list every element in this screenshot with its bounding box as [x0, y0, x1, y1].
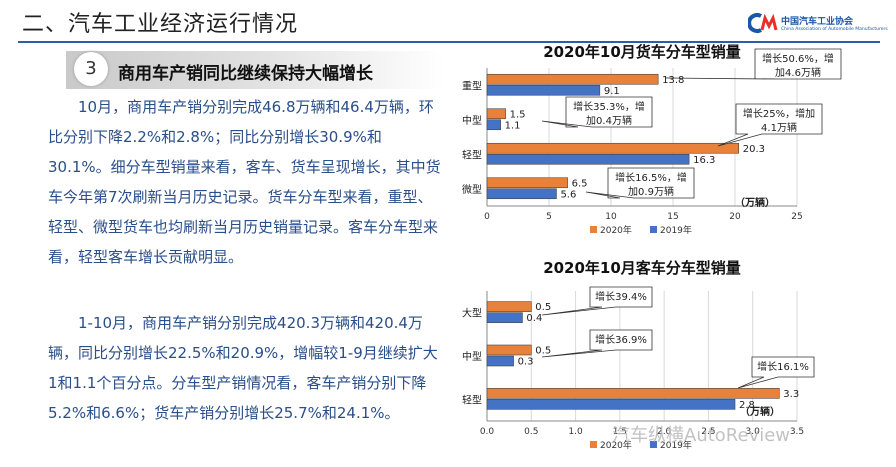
- x-tick-label: 2.5: [701, 427, 715, 437]
- bar-2020: [486, 177, 568, 189]
- data-label: 5.6: [560, 189, 576, 200]
- header-divider: [18, 41, 880, 43]
- data-label: 1.1: [505, 120, 521, 131]
- legend-label: 2020年: [600, 224, 632, 236]
- annotation-text: 加0.9万辆: [628, 185, 674, 198]
- bar-2020: [486, 301, 532, 312]
- bar-2020: [486, 344, 532, 356]
- category-label: 轻型: [462, 393, 482, 406]
- chart-title: 2020年10月客车分车型销量: [543, 259, 741, 277]
- unit-label: （万辆）: [740, 405, 780, 418]
- unit-label: （万辆）: [735, 196, 775, 209]
- paragraph-october-text: 10月，商用车产销分别完成46.8万辆和46.4万辆，环比分别下降2.2%和2.…: [48, 98, 441, 266]
- bar-2020: [486, 108, 506, 120]
- x-tick-label: 15: [667, 212, 678, 222]
- section-title: 商用车产销同比继续保持大幅增长: [118, 64, 373, 84]
- annotation-text: 加0.4万辆: [586, 114, 632, 127]
- category-label: 大型: [462, 307, 482, 320]
- bar-2019: [486, 312, 523, 323]
- category-label: 微型: [462, 183, 482, 196]
- x-tick-label: 10: [605, 212, 617, 222]
- x-tick-label: 1.5: [613, 427, 627, 437]
- data-label: 6.5: [572, 178, 588, 189]
- paragraph-ytd: 1-10月，商用车产销分别完成420.3万辆和420.4万辆，同比分别增长22.…: [48, 308, 444, 428]
- logo-name-cn: 中国汽车工业协会: [781, 17, 854, 27]
- legend-swatch-2019: [650, 441, 657, 448]
- data-label: 3.3: [783, 389, 799, 400]
- legend-swatch-2019: [650, 226, 657, 233]
- bar-2019: [486, 119, 501, 131]
- data-label: 0.5: [535, 302, 551, 313]
- paragraph-october: 10月，商用车产销分别完成46.8万辆和46.4万辆，环比分别下降2.2%和2.…: [48, 92, 444, 272]
- legend-label: 2020年: [600, 439, 632, 451]
- page-title: 二、汽车工业经济运行情况: [22, 12, 299, 37]
- truck-sales-chart: 2020年10月货车分车型销量 0 5 10 15 20 25 重型 13.8 9.1 中型 1.5 1…: [440, 40, 880, 254]
- bar-2020: [486, 73, 659, 85]
- bus-sales-chart-svg: 2020年10月客车分车型销量 0.0 0.5 1.0 1.5 2.0 2.5 3.0 3.5 大…: [462, 259, 815, 451]
- logo-name-en: China Association of Automobile Manufact…: [781, 27, 888, 32]
- data-label: 9.1: [604, 86, 620, 97]
- annotation-text: 增长36.9%: [595, 333, 647, 346]
- annotation-text: 增长50.6%，增: [762, 52, 834, 65]
- data-label: 0.4: [526, 313, 542, 324]
- data-label: 2.8: [739, 400, 755, 411]
- section-number: 3: [74, 52, 108, 86]
- category-label: 重型: [462, 79, 482, 92]
- bar-2020: [486, 142, 740, 154]
- x-tick-label: 3.5: [790, 427, 804, 437]
- annotation-callout: [664, 48, 842, 80]
- watermark: 汽车纵横AutoReview: [612, 425, 791, 446]
- legend-label: 2019年: [660, 224, 692, 236]
- data-label: 0.3: [518, 357, 534, 368]
- bar-2019: [486, 399, 736, 410]
- legend-swatch-2020: [590, 226, 597, 233]
- data-label: 20.3: [743, 144, 765, 155]
- bus-sales-chart: 2020年10月客车分车型销量 0.0 0.5 1.0 1.5 2.0 2.5 3.0 3.5 大…: [440, 255, 880, 467]
- data-label: 13.8: [662, 75, 684, 86]
- annotation-text: 增长16.1%: [757, 360, 809, 373]
- annotation-callout: [541, 329, 653, 358]
- annotation-callout: [717, 103, 823, 147]
- annotation-text: 增长35.3%，增: [573, 100, 645, 113]
- category-label: 轻型: [462, 148, 482, 161]
- section-header-band: [66, 51, 444, 89]
- category-label: 中型: [462, 350, 482, 363]
- caam-logo-icon: [748, 13, 778, 33]
- data-label: 16.3: [693, 155, 715, 166]
- annotation-text: 增长39.4%: [595, 290, 647, 303]
- x-tick-label: 25: [791, 212, 802, 222]
- annotation-text: 4.1万辆: [761, 121, 797, 134]
- x-tick-label: 3.0: [746, 427, 761, 437]
- category-label: 中型: [462, 114, 482, 127]
- x-tick-label: 0: [484, 212, 490, 222]
- legend-swatch-2020: [590, 441, 597, 448]
- bar-2019: [486, 84, 601, 96]
- x-tick-label: 5: [546, 212, 552, 222]
- legend-label: 2019年: [660, 439, 692, 451]
- bar-2020: [486, 388, 780, 399]
- bar-2019: [486, 153, 690, 165]
- bar-2019: [486, 188, 557, 200]
- annotation-text: 增长25%，增加: [743, 107, 815, 120]
- x-tick-label: 2.0: [657, 427, 672, 437]
- x-tick-label: 1.0: [568, 427, 583, 437]
- annotation-callout: [541, 286, 653, 316]
- data-label: 1.5: [510, 109, 526, 120]
- annotation-text: 增长16.5%，增: [615, 171, 687, 184]
- chart-title: 2020年10月货车分车型销量: [543, 43, 741, 61]
- x-tick-label: 20: [729, 212, 741, 222]
- x-tick-label: 0.0: [480, 427, 495, 437]
- annotation-callout: [585, 167, 695, 199]
- annotation-callout: [737, 356, 815, 389]
- annotation-text: 加4.6万辆: [775, 66, 821, 79]
- annotation-callout: [541, 96, 653, 128]
- data-label: 0.5: [535, 346, 551, 357]
- paragraph-ytd-text: 1-10月，商用车产销分别完成420.3万辆和420.4万辆，同比分别增长22.…: [48, 314, 438, 422]
- x-tick-label: 0.5: [524, 427, 538, 437]
- caam-logo: 中国汽车工业协会 China Association of Automobile…: [748, 12, 888, 34]
- bar-2019: [486, 355, 514, 367]
